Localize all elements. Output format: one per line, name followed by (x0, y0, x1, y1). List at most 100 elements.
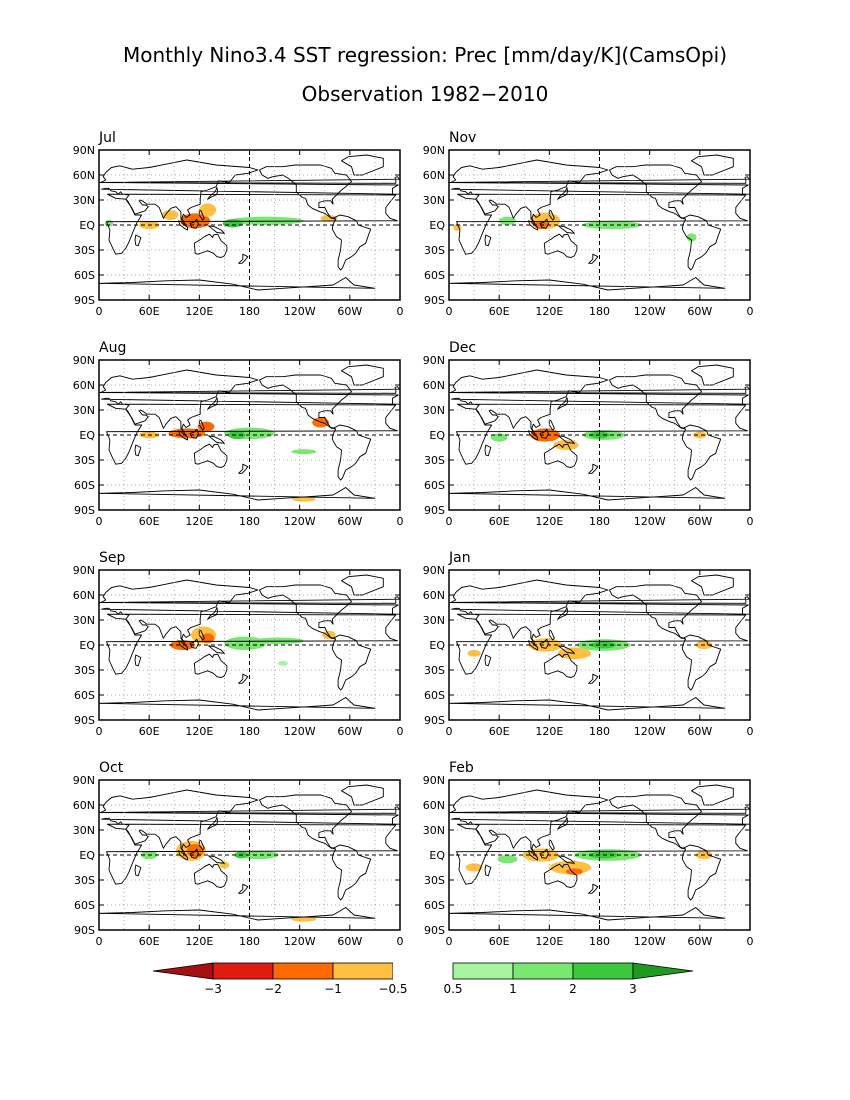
x-tick-label: 60W (687, 515, 712, 528)
colorbar-label: −1 (324, 982, 342, 996)
panel-sep: Sep 0 60E 120E 180 120W 60W 0 90N 60N 30N EQ 30S 60S 9… (73, 550, 404, 738)
coastline-madagascar (484, 444, 492, 457)
x-tick-label: 180 (239, 305, 260, 318)
coastline-japan (207, 397, 219, 410)
colorbar-swatch (152, 962, 214, 980)
coastline-greenland (341, 154, 384, 176)
x-tick-label: 0 (96, 935, 103, 948)
colorbar-swatch (212, 962, 274, 980)
coastline-antarctica (99, 697, 376, 720)
x-tick-label: 0 (446, 515, 453, 528)
y-tick-label: 30N (73, 824, 95, 837)
coastline-africa (456, 193, 748, 255)
colorbar-swatch (332, 962, 394, 980)
y-tick-label: 90N (423, 354, 445, 367)
anomaly-region (291, 916, 317, 922)
x-tick-label: 0 (397, 725, 404, 738)
anomaly-region (104, 220, 114, 227)
x-tick-label: 180 (239, 935, 260, 948)
coastline-newzealand (588, 883, 599, 894)
y-tick-label: 30N (423, 194, 445, 207)
y-tick-label: 60N (423, 379, 445, 392)
x-tick-label: 120W (284, 725, 316, 738)
coastline-samerica (331, 214, 372, 271)
coastline-eurasia (100, 159, 400, 225)
coastline-borneo (189, 638, 199, 649)
coastline-madagascar (134, 234, 142, 247)
coastline-uk (449, 176, 750, 184)
coastline-eurasia (100, 369, 400, 435)
y-tick-label: 30S (74, 244, 95, 257)
coastline-antarctica (449, 907, 726, 930)
y-tick-label: 90N (73, 564, 95, 577)
coastline-antarctica (449, 277, 726, 300)
coastline-sumatra (527, 430, 539, 441)
coastline-samerica (681, 844, 722, 901)
x-tick-label: 60W (687, 935, 712, 948)
coastline-philippines (548, 839, 555, 851)
panel-aug: Aug 0 60E 120E 180 120W 60W 0 90N 60N 30N EQ 30S 60S 9… (73, 340, 404, 528)
panel-jul: Jul 0 60E 120E 180 120W 60W 0 90N 60N 30N EQ 30S 60S 9… (73, 130, 404, 318)
y-tick-label: 30S (74, 874, 95, 887)
panel-jan: Jan 0 60E 120E 180 120W 60W 0 90N 60N 30N EQ 30S 60S 9… (423, 550, 754, 738)
anomaly-region (291, 449, 317, 455)
coastline-antarctica (99, 277, 376, 300)
y-tick-label: EQ (429, 429, 445, 442)
anomaly-region (553, 440, 579, 450)
x-tick-label: 180 (589, 305, 610, 318)
x-tick-label: 60W (687, 305, 712, 318)
y-tick-label: 30N (73, 614, 95, 627)
coastline-newguinea (558, 645, 575, 654)
y-tick-label: 90S (74, 714, 95, 727)
x-tick-label: 120E (185, 515, 213, 528)
y-tick-label: 90S (424, 714, 445, 727)
anomaly-region (499, 216, 516, 225)
y-tick-label: EQ (79, 429, 95, 442)
colorbar-swatch (272, 962, 334, 980)
y-tick-label: 60S (74, 479, 95, 492)
x-tick-label: 120W (634, 515, 666, 528)
x-tick-label: 0 (747, 305, 754, 318)
x-tick-label: 0 (747, 935, 754, 948)
anomaly-region (199, 203, 217, 217)
coastline-newguinea (558, 435, 575, 444)
coastline-borneo (189, 428, 199, 439)
anomaly-region (320, 215, 338, 222)
coastline-newguinea (208, 645, 225, 654)
coastline-greenland (341, 574, 384, 596)
y-tick-label: 30S (74, 454, 95, 467)
coastline-africa (106, 403, 398, 465)
y-tick-label: 60N (423, 799, 445, 812)
y-tick-label: 60S (424, 479, 445, 492)
coastline-africa (106, 613, 398, 675)
x-tick-label: 180 (239, 515, 260, 528)
coastline-japan (207, 817, 219, 830)
coastline-newguinea (208, 225, 225, 234)
coastline-eurasia (100, 579, 400, 645)
y-tick-label: 60N (73, 589, 95, 602)
x-tick-label: 0 (747, 725, 754, 738)
y-tick-label: 60S (74, 269, 95, 282)
coastline-eurasia (450, 369, 750, 435)
coastline-borneo (539, 428, 549, 439)
panel-dec: Dec 0 60E 120E 180 120W 60W 0 90N 60N 30N EQ 30S 60S 9… (423, 340, 754, 528)
coastline-greenland (691, 784, 734, 806)
coastline-newguinea (208, 855, 225, 864)
coastline-japan (207, 607, 219, 620)
coastline-newguinea (558, 225, 575, 234)
anomaly-region (222, 219, 243, 228)
anomaly-region (170, 640, 196, 650)
y-tick-label: 60S (424, 269, 445, 282)
coastline-newzealand (238, 463, 249, 474)
coastline-australia (193, 443, 228, 468)
coastline-namerica (259, 164, 352, 219)
colorbar-label: 3 (629, 982, 637, 996)
x-tick-label: 60E (489, 725, 510, 738)
coastline-madagascar (484, 654, 492, 667)
x-tick-label: 120E (185, 725, 213, 738)
x-tick-label: 60W (337, 725, 362, 738)
x-tick-label: 180 (589, 515, 610, 528)
coastline-newguinea (558, 855, 575, 864)
coastline-antarctica (449, 487, 726, 510)
coastline-japan (557, 397, 569, 410)
